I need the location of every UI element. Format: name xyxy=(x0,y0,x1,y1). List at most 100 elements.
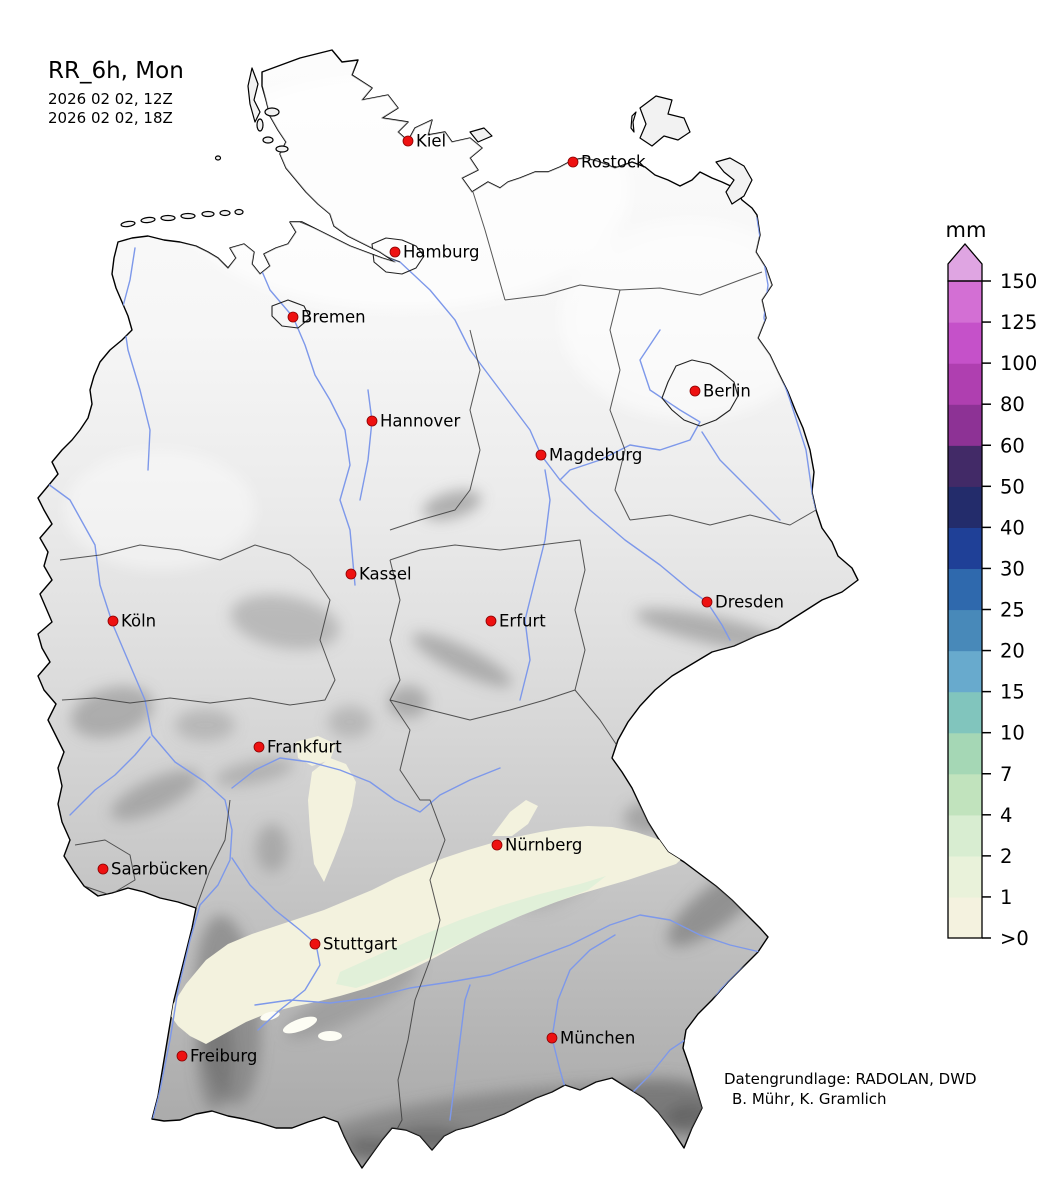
city-label: Frankfurt xyxy=(267,738,342,757)
river-saale xyxy=(519,469,551,701)
city-marker xyxy=(485,615,497,627)
river-mosel xyxy=(69,736,151,816)
colorbar-tick-label: 30 xyxy=(1000,557,1025,580)
city-marker xyxy=(97,863,109,875)
city-marker xyxy=(107,615,119,627)
colorbar-segment xyxy=(948,404,982,446)
colorbar-segment xyxy=(948,322,982,364)
city-stuttgart: Stuttgart xyxy=(309,935,398,954)
colorbar-segment xyxy=(948,527,982,570)
city-freiburg: Freiburg xyxy=(176,1047,257,1066)
city-label: Erfurt xyxy=(499,612,546,631)
colorbar-tick-label: 25 xyxy=(1000,599,1025,622)
city-kassel: Kassel xyxy=(345,565,412,584)
city-rostock: Rostock xyxy=(567,153,646,172)
river-spree xyxy=(701,431,781,521)
city-label: Kassel xyxy=(359,565,412,584)
precipitation-spessart-patch xyxy=(296,736,336,766)
city-marker xyxy=(402,135,414,147)
colorbar-tick-label: >0 xyxy=(1000,927,1029,950)
city-label: Hannover xyxy=(380,412,460,431)
colorbar-tick-label: 40 xyxy=(1000,516,1025,539)
city-label: Dresden xyxy=(715,593,784,612)
colorbar-tick-label: 1 xyxy=(1000,886,1012,909)
city-label: Nürnberg xyxy=(505,836,582,855)
city-marker xyxy=(389,246,401,258)
city-label: Rostock xyxy=(581,153,646,172)
city-label: Berlin xyxy=(703,382,751,401)
city-marker xyxy=(491,839,503,851)
river-isar xyxy=(551,934,616,1106)
city-hamburg: Hamburg xyxy=(389,243,480,262)
city-marker xyxy=(546,1032,558,1044)
city-marker xyxy=(535,449,547,461)
page-title: RR_6h, Mon xyxy=(48,58,184,84)
colorbar-segment xyxy=(948,855,982,898)
city-hannover: Hannover xyxy=(366,412,460,431)
city-marker xyxy=(701,596,713,608)
colorbar-segment xyxy=(948,814,982,857)
snow-spot xyxy=(318,1031,342,1041)
river-leine xyxy=(359,389,373,501)
city-marker xyxy=(567,156,579,168)
credit-line-1: Datengrundlage: RADOLAN, DWD xyxy=(724,1070,977,1088)
colorbar-unit-label: mm xyxy=(946,218,987,242)
colorbar-tick-label: 2 xyxy=(1000,845,1012,868)
city-label: München xyxy=(560,1029,635,1048)
colorbar-tick-label: 10 xyxy=(1000,722,1025,745)
city-köln: Köln xyxy=(107,612,156,631)
header: RR_6h, Mon 2026 02 02, 12Z 2026 02 02, 1… xyxy=(48,58,184,127)
city-frankfurt: Frankfurt xyxy=(253,738,342,757)
city-label: Bremen xyxy=(301,308,366,327)
colorbar-segment xyxy=(948,568,982,611)
city-label: Saarbücken xyxy=(111,860,208,879)
river-ems xyxy=(121,247,151,471)
colorbar-segment xyxy=(948,650,982,693)
city-label: Hamburg xyxy=(403,243,480,262)
city-nürnberg: Nürnberg xyxy=(491,836,582,855)
valid-to: 2026 02 02, 18Z xyxy=(48,109,173,127)
colorbar-segment xyxy=(948,773,982,816)
city-label: Freiburg xyxy=(190,1047,257,1066)
colorbar-segment xyxy=(948,691,982,734)
city-dresden: Dresden xyxy=(701,593,784,612)
city-bremen: Bremen xyxy=(287,308,366,327)
colorbar-segment xyxy=(948,445,982,487)
precipitation-odenwald-strip xyxy=(308,758,356,882)
colorbar-tick-label: 20 xyxy=(1000,640,1025,663)
snow-spot xyxy=(282,1016,318,1034)
city-magdeburg: Magdeburg xyxy=(535,446,642,465)
colorbar-arrow xyxy=(947,242,983,282)
city-label: Magdeburg xyxy=(549,446,642,465)
city-marker xyxy=(366,415,378,427)
state-borders xyxy=(59,191,817,1134)
credit: Datengrundlage: RADOLAN, DWD B. Mühr, K.… xyxy=(724,1070,977,1108)
bremen-state-outline xyxy=(271,299,311,329)
river-lech xyxy=(449,984,471,1121)
river-rhine xyxy=(39,477,233,1119)
colorbar-segment xyxy=(948,486,982,528)
city-label: Köln xyxy=(121,612,156,631)
colorbar: mm >0 1 2 4 7 10 15 20 25 30 40 50 60 80 100 125 150 xyxy=(946,218,1038,950)
colorbar-tick-label: 15 xyxy=(1000,681,1025,704)
city-marker xyxy=(176,1050,188,1062)
city-saarbücken: Saarbücken xyxy=(97,860,208,879)
city-marker xyxy=(253,741,265,753)
colorbar-tick-label: 4 xyxy=(1000,804,1012,827)
colorbar-tick-label: 50 xyxy=(1000,475,1025,498)
precipitation-core xyxy=(336,876,606,988)
city-erfurt: Erfurt xyxy=(485,612,546,631)
colorbar-tick-label: 80 xyxy=(1000,393,1025,416)
colorbar-tick-label: 150 xyxy=(1000,270,1037,293)
city-label: Stuttgart xyxy=(323,935,398,954)
hamburg-state-outline xyxy=(371,237,425,275)
city-label: Kiel xyxy=(416,132,446,151)
credit-line-2: B. Mühr, K. Gramlich xyxy=(732,1090,887,1108)
germany-map xyxy=(37,49,859,1169)
city-berlin: Berlin xyxy=(689,382,751,401)
islands xyxy=(120,67,753,228)
river-danube xyxy=(254,914,761,1006)
colorbar-tick-label: 60 xyxy=(1000,434,1025,457)
city-münchen: München xyxy=(546,1029,635,1048)
